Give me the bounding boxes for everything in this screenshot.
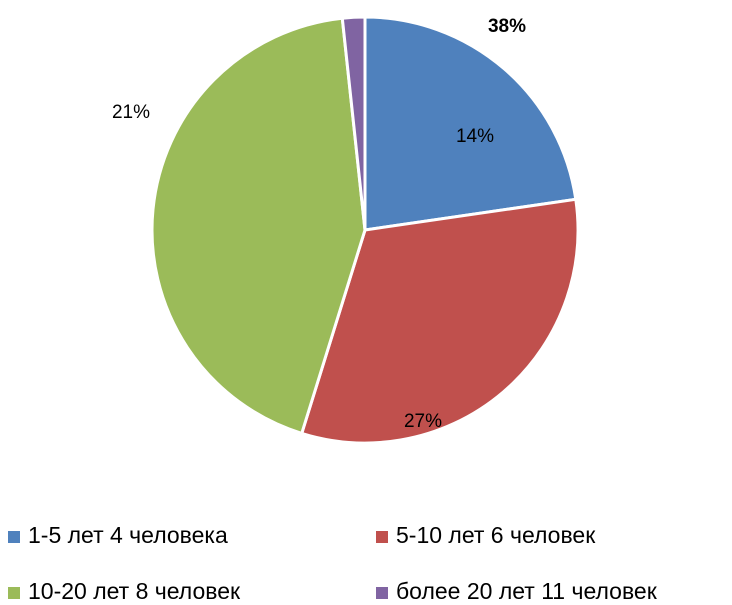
pie <box>150 15 580 445</box>
legend-label: 10-20 лет 8 человек <box>28 578 241 604</box>
legend-swatch <box>8 587 20 599</box>
legend-label: более 20 лет 11 человек <box>396 578 658 604</box>
annotation: 14% <box>456 126 494 147</box>
legend: 1-5 лет 4 человека 5-10 лет 6 человек 10-2… <box>8 522 658 604</box>
annotation: 27% <box>404 411 442 432</box>
legend-swatch <box>376 531 388 543</box>
pie-slice <box>363 15 578 232</box>
annotation: 21% <box>112 102 150 123</box>
pie-slice <box>340 15 367 231</box>
annotation: 38% <box>488 16 526 37</box>
legend-swatch <box>8 531 20 543</box>
legend-swatch <box>376 587 388 599</box>
legend-label: 1-5 лет 4 человека <box>28 522 228 548</box>
pie-slice <box>150 16 367 436</box>
pie-slice <box>299 197 580 445</box>
legend-label: 5-10 лет 6 человек <box>396 522 596 548</box>
